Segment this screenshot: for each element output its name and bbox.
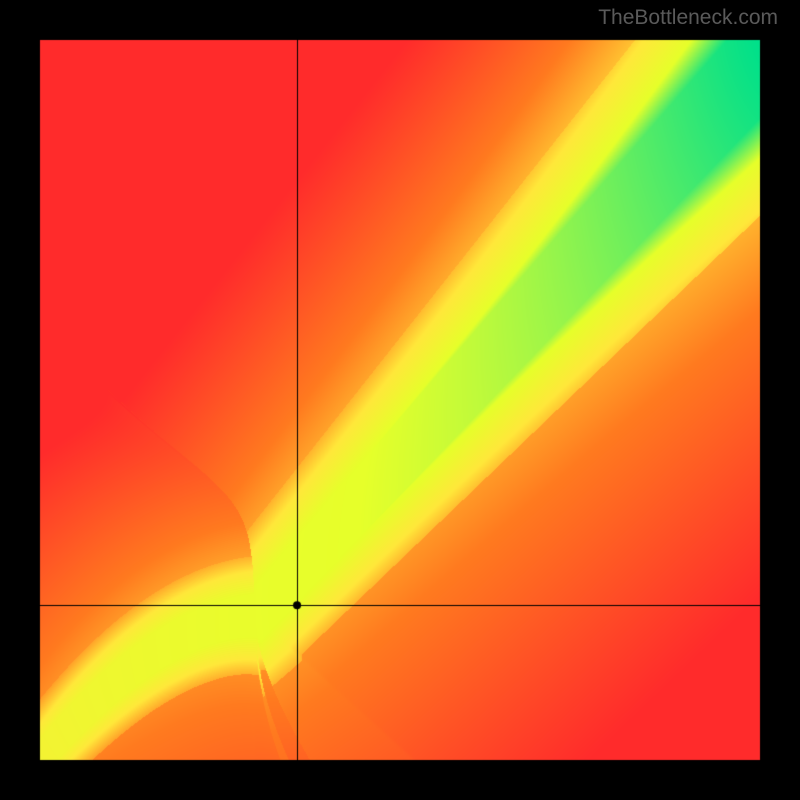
attribution-label: TheBottleneck.com [598, 6, 778, 30]
chart-container: TheBottleneck.com [0, 0, 800, 800]
bottleneck-heatmap [0, 0, 800, 800]
